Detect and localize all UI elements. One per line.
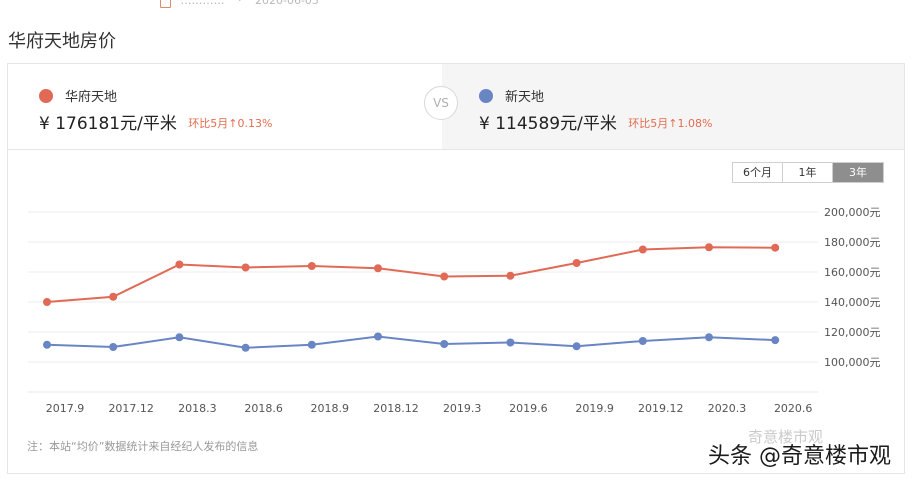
series-1-point [506, 271, 515, 280]
series-2-point [572, 342, 581, 351]
x-tick-label: 2017.9 [46, 402, 85, 415]
x-tick-label: 2018.12 [373, 402, 419, 415]
vs-badge: VS [424, 86, 458, 120]
top-strip: ………… · 2020-06-05 [160, 0, 319, 8]
tab-3-years[interactable]: 3年 [833, 163, 883, 182]
y-tick-label: 120,000元 [824, 326, 881, 339]
tab-1-year[interactable]: 1年 [783, 163, 833, 182]
compare-header: 华府天地 ¥ 176181元/平米 环比5月↑0.13% 新天地 ¥ 11458… [8, 64, 904, 150]
right-price-row: ¥ 114589元/平米 环比5月↑1.08% [479, 109, 712, 134]
price-panel: 华府天地 ¥ 176181元/平米 环比5月↑0.13% 新天地 ¥ 11458… [7, 63, 905, 474]
series-1-point [572, 259, 581, 267]
series-1-point [109, 292, 118, 301]
compare-right: 新天地 ¥ 114589元/平米 环比5月↑1.08% [442, 64, 904, 149]
right-name: 新天地 [505, 90, 545, 105]
right-legend-dot [479, 89, 493, 103]
x-tick-label: 2020.6 [774, 402, 813, 415]
x-tick-label: 2018.9 [311, 402, 350, 415]
series-1-point [440, 272, 449, 281]
series-2-point [175, 333, 184, 342]
series-1-point [241, 263, 250, 272]
x-tick-label: 2019.3 [443, 402, 482, 415]
left-legend-dot [39, 89, 53, 103]
watermark: 头条 @奇意楼市观 [708, 444, 891, 469]
x-tick-label: 2017.12 [108, 402, 154, 415]
series-2-point [506, 338, 515, 347]
x-tick-label: 2019.12 [638, 402, 684, 415]
top-strip-text: ………… [180, 0, 225, 7]
series-2-point [241, 343, 250, 352]
x-tick-label: 2018.3 [178, 402, 217, 415]
series-2-point [638, 337, 647, 345]
left-change: 环比5月↑0.13% [188, 117, 273, 130]
y-tick-label: 140,000元 [824, 296, 881, 309]
series-1-point [771, 243, 780, 252]
series-2-point [109, 343, 118, 351]
series-1-point [705, 243, 713, 252]
footnote: 注：本站“均价”数据统计来自经纪人发布的信息 [27, 440, 259, 453]
x-tick-label: 2018.6 [244, 402, 283, 415]
y-tick-label: 180,000元 [824, 236, 881, 249]
tab-6-months[interactable]: 6个月 [733, 163, 783, 182]
left-name: 华府天地 [65, 90, 118, 105]
series-2-point [307, 340, 316, 349]
left-price: ¥ 176181元/平米 [39, 114, 177, 134]
series-1-point [175, 260, 184, 269]
range-tabs: 6个月 1年 3年 [732, 162, 884, 183]
y-tick-label: 200,000元 [824, 206, 881, 219]
right-price: ¥ 114589元/平米 [479, 114, 617, 134]
watermark-faint: 奇意楼市观 [748, 428, 824, 446]
series-2-point [771, 336, 780, 345]
x-tick-label: 2019.9 [575, 402, 614, 415]
series-2-point [374, 332, 382, 341]
right-change: 环比5月↑1.08% [628, 117, 713, 130]
series-2-point [440, 340, 449, 348]
compare-left: 华府天地 ¥ 176181元/平米 环比5月↑0.13% [8, 64, 442, 149]
left-price-row: ¥ 176181元/平米 环比5月↑0.13% [39, 109, 272, 134]
series-1-point [374, 264, 382, 273]
price-line-chart: 100,000元 120,000元 140,000元 160,000元 180,000元… [28, 206, 881, 415]
series-1-point [638, 245, 647, 254]
x-tick-label: 2019.6 [509, 402, 548, 415]
series-1-point [43, 298, 51, 306]
y-tick-label: 160,000元 [824, 266, 881, 279]
series-line-2 [46, 335, 776, 349]
x-tick-label: 2020.3 [708, 402, 747, 415]
series-2-point [43, 340, 51, 349]
series-1-point [307, 262, 316, 270]
series-2-point [705, 333, 713, 342]
page-title: 华府天地房价 [8, 31, 116, 52]
document-icon [160, 0, 171, 8]
series-line-1 [46, 246, 776, 303]
y-tick-label: 100,000元 [824, 356, 881, 369]
top-strip-date: 2020-06-05 [255, 0, 319, 7]
